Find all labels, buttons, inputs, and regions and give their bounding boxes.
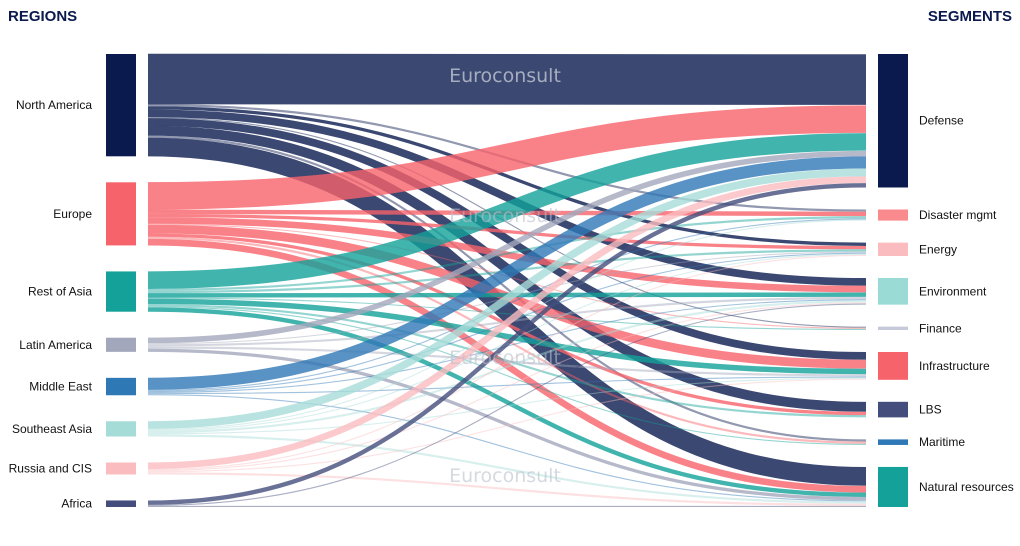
link-middle-east-to-defense — [147, 156, 867, 390]
link-north-america-to-natural-resources — [147, 137, 867, 486]
link-north-america-to-finance — [147, 117, 867, 328]
link-north-america-to-environment — [147, 109, 867, 286]
watermark-text: Euroconsult — [449, 65, 561, 87]
source-label-latin-america: Latin America — [19, 338, 92, 352]
target-label-energy: Energy — [919, 242, 957, 256]
target-node-maritime — [878, 439, 908, 445]
source-label-africa: Africa — [61, 497, 92, 511]
watermarks: Euroconsult Euroconsult Euroconsult Eurocon… — [449, 65, 561, 487]
source-node-north-america — [106, 54, 136, 157]
source-label-north-america: North America — [16, 98, 92, 112]
link-southeast-asia-to-infrastructure — [147, 377, 867, 435]
target-label-environment: Environment — [919, 284, 987, 298]
link-africa-to-defense — [147, 183, 867, 505]
source-node-rest-of-asia — [106, 271, 136, 312]
link-north-america-to-defense — [147, 53, 867, 105]
link-latin-america-to-infrastructure — [147, 346, 867, 377]
target-label-lbs: LBS — [919, 403, 942, 417]
link-europe-to-maritime — [147, 236, 867, 444]
target-label-defense: Defense — [919, 114, 964, 128]
source-label-middle-east: Middle East — [29, 380, 92, 394]
sankey-links — [147, 53, 867, 508]
link-rest-of-asia-to-lbs — [147, 304, 867, 418]
target-label-natural-resources: Natural resources — [919, 480, 1014, 494]
link-middle-east-to-disaster-mgmt — [147, 218, 867, 391]
target-node-lbs — [878, 401, 908, 418]
link-europe-to-environment — [147, 217, 867, 293]
target-label-disaster-mgmt: Disaster mgmt — [919, 208, 997, 222]
sankey-nodes — [106, 54, 908, 507]
target-node-natural-resources — [878, 466, 908, 507]
watermark-text: Euroconsult — [449, 465, 561, 487]
link-latin-america-to-natural-resources — [147, 348, 867, 501]
target-node-disaster-mgmt — [878, 209, 908, 221]
link-north-america-to-energy — [147, 106, 867, 246]
link-europe-to-natural-resources — [147, 238, 867, 493]
source-node-africa — [106, 500, 136, 507]
target-node-energy — [878, 242, 908, 256]
source-node-middle-east — [106, 377, 136, 396]
target-node-environment — [878, 277, 908, 305]
source-node-russia-and-cis — [106, 462, 136, 475]
segments-header: SEGMENTS — [927, 8, 1012, 25]
source-node-southeast-asia — [106, 421, 136, 437]
link-europe-to-defense — [147, 105, 867, 210]
link-middle-east-to-infrastructure — [147, 376, 867, 395]
link-latin-america-to-defense — [147, 150, 867, 344]
link-southeast-asia-to-natural-resources — [147, 434, 867, 504]
link-north-america-to-maritime — [147, 135, 867, 442]
source-node-latin-america — [106, 337, 136, 352]
link-north-america-to-infrastructure — [147, 118, 867, 360]
link-rest-of-asia-to-defense — [147, 133, 867, 289]
link-rest-of-asia-to-disaster-mgmt — [147, 216, 867, 292]
source-label-russia-and-cis: Russia and CIS — [9, 461, 92, 475]
target-label-finance: Finance — [919, 321, 962, 335]
target-node-defense — [878, 54, 908, 188]
link-russia-and-cis-to-infrastructure — [147, 378, 867, 473]
source-label-southeast-asia: Southeast Asia — [12, 422, 92, 436]
link-africa-to-environment — [147, 303, 867, 506]
source-node-europe — [106, 182, 136, 246]
link-middle-east-to-natural-resources — [147, 394, 867, 502]
link-russia-and-cis-to-energy — [147, 254, 867, 471]
target-node-finance — [878, 326, 908, 331]
link-southeast-asia-to-defense — [147, 168, 867, 429]
link-southeast-asia-to-environment — [147, 300, 867, 434]
target-label-infrastructure: Infrastructure — [919, 359, 990, 373]
link-rest-of-asia-to-finance — [147, 297, 867, 330]
regions-header: REGIONS — [8, 8, 78, 25]
link-europe-to-energy — [147, 213, 867, 250]
link-rest-of-asia-to-infrastructure — [147, 298, 867, 375]
source-label-europe: Europe — [53, 207, 92, 221]
sankey-labels: North America Europe Rest of Asia Latin Ame… — [9, 98, 1014, 511]
link-russia-and-cis-to-defense — [147, 176, 867, 470]
link-russia-and-cis-to-environment — [147, 302, 867, 472]
source-label-rest-of-asia: Rest of Asia — [28, 285, 92, 299]
target-node-infrastructure — [878, 352, 908, 380]
link-rest-of-asia-to-maritime — [147, 306, 867, 445]
target-label-maritime: Maritime — [919, 435, 965, 449]
link-russia-and-cis-to-natural-resources — [147, 472, 867, 506]
link-rest-of-asia-to-natural-resources — [147, 307, 867, 497]
watermark-text: Euroconsult — [449, 347, 561, 369]
watermark-text: Euroconsult — [449, 205, 561, 227]
